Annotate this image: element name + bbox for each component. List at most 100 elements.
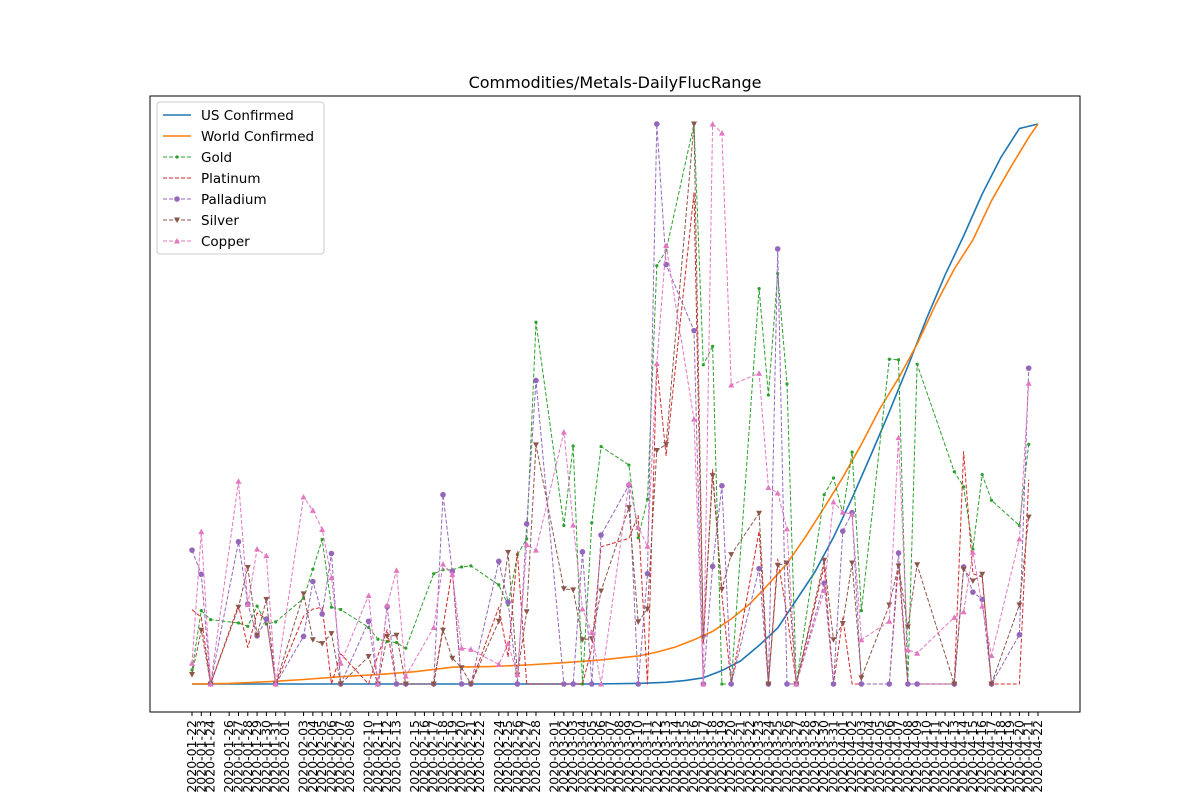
x-tick-label: 2020-01-23	[193, 720, 208, 793]
copper-point	[886, 618, 893, 624]
series-world-confirmed	[191, 123, 1039, 685]
copper-point	[319, 526, 326, 532]
x-tick-label: 2020-04-14	[956, 720, 971, 793]
palladium-point	[839, 528, 846, 534]
x-tick-label: 2020-03-23	[751, 720, 766, 793]
gold-point	[236, 621, 241, 625]
gold-point	[208, 618, 213, 622]
copper-point	[635, 524, 642, 530]
copper-point	[914, 650, 921, 656]
x-tick-label: 2020-02-03	[296, 720, 311, 793]
silver-point	[235, 604, 242, 611]
legend-item-world-confirmed: World Confirmed	[163, 129, 314, 145]
palladium-point	[579, 549, 586, 555]
silver-point	[393, 632, 400, 639]
x-tick-label: 2020-02-10	[361, 720, 376, 793]
silver-point	[1025, 514, 1032, 521]
gold-point	[962, 485, 966, 489]
copper-point	[988, 652, 995, 658]
copper-point	[272, 681, 279, 687]
silver-point	[532, 442, 539, 448]
series-platinum	[191, 192, 1030, 685]
palladium-point	[635, 681, 642, 687]
palladium-point	[561, 681, 567, 687]
x-tick-label: 2020-01-30	[258, 720, 273, 793]
palladium-point	[774, 246, 781, 252]
x-tick-label: 2020-02-12	[379, 720, 394, 793]
x-tick-label: 2020-04-18	[993, 720, 1008, 793]
copper-point	[960, 608, 967, 615]
gold-point	[246, 624, 250, 628]
palladium-point	[495, 558, 502, 565]
silver-point	[337, 681, 344, 687]
x-tick-label: 2020-02-08	[342, 720, 357, 793]
copper-point	[756, 370, 763, 376]
gold-point	[887, 357, 891, 361]
copper-point	[458, 645, 465, 651]
copper-point	[579, 605, 586, 612]
x-tick-label: 2020-04-13	[946, 720, 961, 793]
silver-point	[244, 565, 251, 571]
x-tick-label: 2020-03-05	[584, 720, 599, 793]
copper-point	[374, 681, 381, 687]
legend-label: Platinum	[201, 171, 260, 187]
copper-point	[393, 567, 400, 573]
x-tick-label: 2020-03-14	[667, 720, 682, 793]
x-tick-label: 2020-03-13	[658, 720, 673, 793]
silver-point	[579, 637, 586, 643]
silver-point	[328, 631, 335, 637]
series-gold	[190, 122, 1031, 686]
silver-point	[495, 618, 502, 625]
copper-point	[402, 673, 409, 679]
silver-point	[449, 655, 456, 662]
gold-point	[636, 536, 640, 540]
palladium-point	[319, 611, 325, 617]
copper-point	[969, 549, 976, 555]
x-tick-label: 2020-03-31	[825, 720, 840, 793]
copper-point	[560, 429, 567, 435]
copper-point	[709, 121, 716, 127]
series-silver	[189, 121, 1032, 687]
x-tick-label: 2020-03-09	[621, 720, 636, 793]
x-tick-label: 2020-04-15	[965, 720, 980, 793]
copper-point	[505, 640, 512, 647]
silver-point	[198, 627, 205, 634]
palladium-point	[886, 681, 893, 687]
copper-point	[979, 603, 986, 609]
x-tick-label: 2020-03-27	[788, 720, 803, 793]
palladium-point	[858, 681, 865, 687]
silver-point	[440, 627, 447, 634]
palladium-point	[784, 681, 790, 687]
silver-point	[189, 671, 195, 678]
silver-point	[858, 675, 865, 681]
x-tick-label: 2020-03-06	[593, 720, 608, 793]
x-tick-label: 2020-03-30	[816, 720, 831, 793]
legend-label: Palladium	[201, 192, 267, 208]
copper-point	[774, 490, 781, 496]
silver-point	[765, 681, 772, 687]
gold-point	[896, 358, 901, 362]
palladium-point	[365, 618, 372, 625]
gold-point	[915, 362, 919, 366]
silver-point	[430, 681, 437, 687]
gold-point	[720, 682, 724, 686]
x-tick-label: 2020-04-08	[900, 720, 915, 793]
palladium-point	[728, 681, 735, 687]
gold-line	[191, 123, 1030, 685]
x-tick-label: 2020-02-17	[426, 720, 441, 793]
gold-point	[971, 547, 975, 551]
copper-point	[1016, 535, 1023, 542]
legend-item-silver: Silver	[163, 213, 239, 229]
copper-point	[570, 521, 577, 528]
x-tick-label: 2020-02-05	[314, 720, 329, 793]
series-us-confirmed	[192, 123, 1039, 685]
palladium-point	[263, 616, 270, 622]
x-tick-label: 2020-03-10	[630, 720, 645, 793]
copper-point	[244, 601, 251, 607]
silver-point	[839, 621, 846, 627]
x-tick-label: 2020-02-25	[500, 720, 515, 793]
gold-point	[311, 567, 315, 571]
x-tick-label: 2020-04-22	[1030, 720, 1045, 793]
